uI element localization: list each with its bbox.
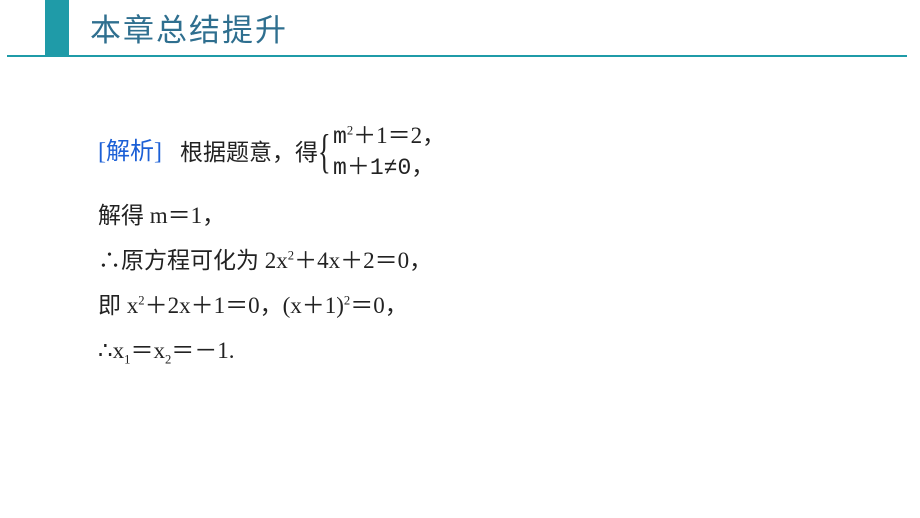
- left-brace-icon: {: [318, 128, 331, 176]
- line5-part-b: ＝x: [130, 338, 165, 363]
- header-underline: [7, 55, 907, 57]
- system-eq-1: m2＋1＝2，: [333, 120, 445, 153]
- slide-content: [解析] 根据题意，得 { m2＋1＝2， m＋1≠0， 解得 m＝1， ∴原方…: [98, 120, 858, 384]
- brace-content: m2＋1＝2， m＋1≠0，: [333, 120, 445, 184]
- line-3: ∴原方程可化为 2x2＋4x＋2＝0，: [98, 249, 858, 272]
- line-1: [解析] 根据题意，得 { m2＋1＝2， m＋1≠0，: [98, 120, 858, 184]
- line1-prefix: 根据题意，得: [180, 141, 318, 164]
- header-accent-bar: [45, 0, 69, 56]
- line4-part-b: ＋2x＋1＝0，(x＋1): [145, 293, 344, 318]
- line-5: ∴x1＝x2＝－1.: [98, 339, 858, 362]
- line4-part-a: 即 x: [98, 293, 138, 318]
- line5-part-c: ＝－1.: [171, 338, 234, 363]
- slide-header: 本章总结提升: [0, 0, 920, 64]
- chapter-title: 本章总结提升: [90, 5, 288, 50]
- line5-part-a: ∴x: [98, 338, 124, 363]
- line3-part-a: ∴原方程可化为 2x: [98, 248, 288, 273]
- line-4: 即 x2＋2x＋1＝0，(x＋1)2＝0，: [98, 294, 858, 317]
- line3-part-b: ＋4x＋2＝0，: [294, 248, 432, 273]
- system-eq-2: m＋1≠0，: [333, 153, 445, 184]
- line-2: 解得 m＝1，: [98, 204, 858, 227]
- equation-system: { m2＋1＝2， m＋1≠0，: [318, 120, 445, 184]
- line4-part-c: ＝0，: [350, 293, 408, 318]
- analysis-label: [解析]: [98, 140, 162, 164]
